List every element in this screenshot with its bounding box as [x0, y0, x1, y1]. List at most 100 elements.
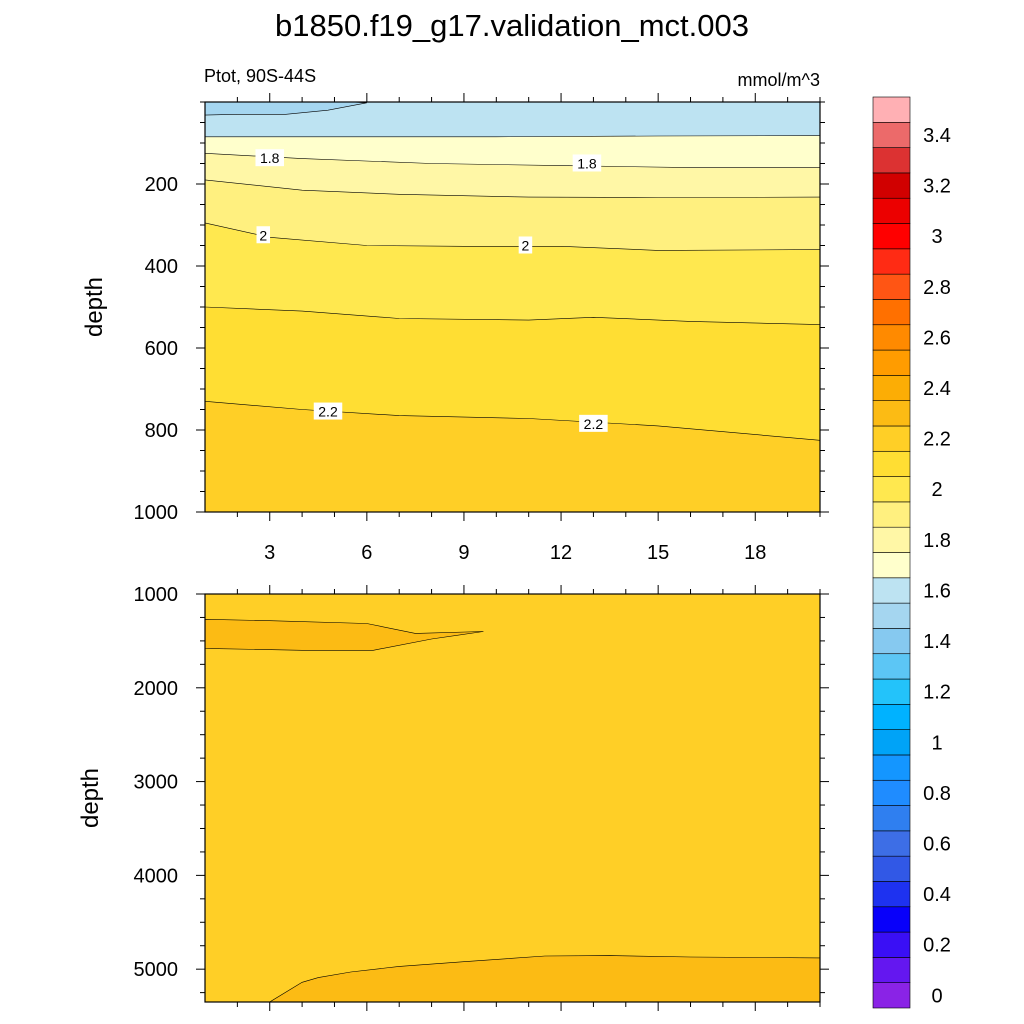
contour-line-b17	[205, 135, 821, 138]
y-tick-label: 600	[145, 338, 178, 360]
lower-contour-fills	[205, 594, 820, 1002]
colorbar-swatch	[872, 147, 911, 174]
colorbar-swatch	[872, 602, 911, 629]
colorbar-swatch	[872, 552, 911, 579]
colorbar-swatch	[872, 425, 911, 452]
upper-contour-fills	[205, 102, 820, 512]
colorbar-swatch	[872, 577, 911, 604]
band-1.5-1.6	[205, 102, 367, 116]
y-tick-label: 200	[145, 174, 178, 196]
upper-panel: 1.8 1.8 2 2 2.2 2.2 3 6 9 12 15 18 200 400 600 800 1000…	[81, 93, 829, 564]
colorbar-label: 1.6	[923, 580, 951, 602]
units-label: mmol/m^3	[738, 70, 820, 90]
colorbar-swatch	[872, 805, 911, 832]
band-1.8-1.9	[205, 153, 820, 198]
band-2.2-2.3	[205, 401, 820, 512]
contour-line-b19	[204, 179, 821, 198]
contour-label: 2.2	[584, 416, 604, 432]
colorbar-swatch	[872, 729, 911, 756]
colorbar-swatch	[872, 678, 911, 705]
colorbar-swatch	[872, 855, 911, 882]
contour-label-bg	[579, 414, 608, 432]
colorbar-label: 0	[931, 985, 942, 1007]
colorbar-swatch	[872, 906, 911, 933]
band-2.2-2.3	[205, 594, 820, 1002]
y-tick-label: 5000	[134, 959, 179, 981]
contour-label-bg	[518, 236, 533, 254]
colorbar-swatch	[872, 248, 911, 275]
colorbar-swatch	[872, 881, 911, 908]
colorbar-label: 2.4	[923, 378, 951, 400]
colorbar-swatch	[872, 653, 911, 680]
colorbar-label: 1.4	[923, 631, 951, 653]
contour-line-lens	[204, 618, 484, 651]
y-tick-label: 400	[145, 256, 178, 278]
colorbar-swatch	[872, 957, 911, 983]
colorbar-label: 0.8	[923, 783, 951, 805]
contour-label-bg	[313, 402, 343, 420]
colorbar-label: 2	[931, 479, 942, 501]
contour-label: 2	[522, 238, 530, 254]
contour-label: 1.8	[577, 156, 597, 172]
colorbar-label: 3	[931, 226, 942, 248]
colorbar-swatch	[872, 779, 911, 806]
colorbar-swatch	[872, 526, 911, 553]
left-subtitle: Ptot, 90S-44S	[204, 66, 316, 86]
y-tick-label: 2000	[134, 678, 179, 700]
y-tick-label: 800	[145, 420, 178, 442]
colorbar-swatch	[872, 223, 911, 250]
colorbar-label: 2.8	[923, 277, 951, 299]
contour-label-bg	[255, 149, 284, 167]
colorbar-swatch	[872, 324, 911, 351]
lower-axes: 1000 2000 3000 4000 5000	[134, 584, 829, 1011]
colorbar-swatch	[872, 375, 911, 401]
colorbar-swatch	[872, 122, 911, 148]
band-1.7-1.8	[205, 135, 820, 168]
colorbar-swatch	[872, 299, 911, 326]
band-2.0-2.1	[205, 222, 820, 325]
upper-contour-labels: 1.8 1.8 2 2 2.2 2.2	[255, 149, 608, 432]
colorbar-swatch	[872, 450, 911, 477]
colorbar-label: 0.6	[923, 834, 951, 856]
colorbar-swatch	[872, 754, 911, 781]
colorbar-label: 3.2	[923, 176, 951, 198]
band-1.6-1.7	[205, 102, 820, 137]
x-tick-label: 6	[361, 542, 372, 564]
x-tick-label: 18	[744, 542, 766, 564]
contour-label: 1.8	[260, 150, 280, 166]
x-tick-label: 9	[458, 542, 469, 564]
contour-label: 2	[259, 227, 267, 243]
colorbar-swatch	[872, 830, 911, 857]
x-tick-label: 3	[264, 542, 275, 564]
colorbar-label: 2.2	[923, 429, 951, 451]
colorbar-swatch	[872, 704, 911, 730]
colorbar-swatch	[872, 349, 911, 376]
contour-label: 2.2	[318, 404, 338, 420]
colorbar-swatch	[872, 400, 911, 427]
lower-plot-frame	[204, 593, 821, 1003]
colorbar-swatch	[872, 476, 911, 503]
band-2.3-2.4-deep	[205, 955, 820, 1002]
colorbar-swatch	[872, 197, 911, 224]
colorbar-label: 0.4	[923, 884, 951, 906]
band-2.3-2.4-patch	[205, 619, 484, 651]
x-tick-label: 12	[550, 542, 572, 564]
colorbar: 0 0.2 0.4 0.6 0.8 1 1.2 1.4 1.6 1.8 2 2.2 2.4 2.6 2.8 3…	[872, 96, 951, 1009]
x-tick-label: 15	[647, 542, 669, 564]
upper-axes: 3 6 9 12 15 18 200 400 600 800 1000	[134, 93, 829, 564]
y-tick-label: 3000	[134, 772, 179, 794]
colorbar-swatch	[872, 172, 911, 199]
contour-line-b16	[204, 101, 367, 116]
y-tick-label: 1000	[134, 502, 179, 524]
y-tick-label: 1000	[134, 584, 179, 606]
colorbar-label: 1.2	[923, 682, 951, 704]
colorbar-swatch	[872, 501, 911, 528]
lower-panel: 1000 2000 3000 4000 5000 depth	[77, 584, 829, 1011]
contour-line-b18	[204, 153, 820, 168]
upper-y-axis-label: depth	[81, 277, 108, 337]
contour-label-bg	[572, 154, 602, 172]
contour-line-b22	[204, 401, 821, 441]
contour-label-bg	[256, 226, 271, 244]
lower-y-axis-label: depth	[77, 768, 104, 828]
